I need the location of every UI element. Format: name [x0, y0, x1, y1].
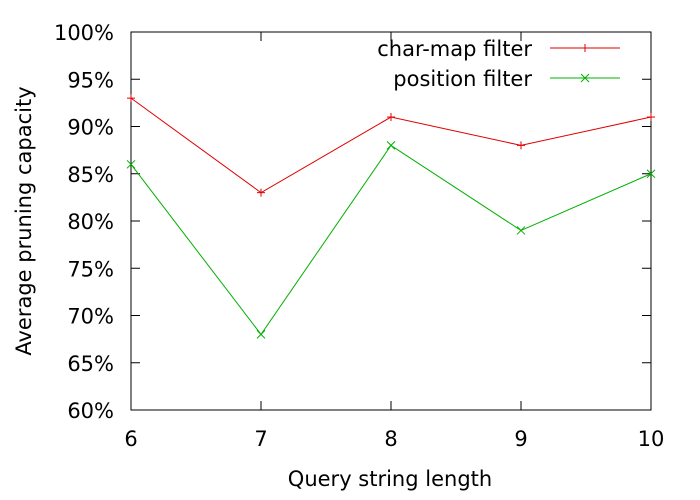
data-point-position [516, 226, 526, 235]
data-point-position [646, 169, 656, 179]
x-tick-label: 10 [638, 427, 665, 451]
data-point-char-map [127, 94, 135, 103]
series-line-position [130, 144, 652, 336]
data-point-char-map [257, 188, 265, 197]
legend-marker-position [580, 73, 590, 83]
y-tick-label: 90% [67, 116, 114, 140]
x-tick-label: 7 [254, 427, 267, 451]
y-tick-label: 95% [67, 68, 114, 92]
data-point-char-map [387, 113, 395, 122]
y-tick-label: 70% [67, 305, 114, 329]
marker-stroke [580, 73, 590, 83]
data-point-position [386, 141, 396, 150]
x-tick-label: 8 [384, 427, 397, 451]
axis-ticks: 60% 65% 70% 75% 80% 85% 90% 95% 100% 6 7 8 9 10 [54, 21, 664, 451]
marker-stroke [516, 226, 526, 235]
y-tick-label: 100% [54, 21, 114, 45]
y-axis-title: Average pruning capacity [12, 86, 36, 355]
x-tick-label: 6 [124, 427, 137, 451]
legend-label-char-map: char-map filter [377, 37, 532, 61]
x-axis-title: Query string length [288, 467, 492, 491]
plot-frame [130, 31, 652, 411]
data-point-char-map [517, 141, 525, 150]
y-tick-label: 80% [67, 210, 114, 234]
marker-stroke [126, 159, 136, 169]
y-tick-label: 85% [67, 163, 114, 187]
legend: char-map filter position filter [377, 37, 620, 91]
data-point-position [126, 159, 136, 169]
legend-marker-char-map [581, 44, 589, 52]
marker-stroke [256, 330, 266, 339]
data-point-char-map [647, 113, 655, 122]
marker-stroke [386, 141, 396, 150]
x-tick-label: 9 [514, 427, 527, 451]
data-point-position [256, 330, 266, 339]
y-tick-label: 65% [67, 352, 114, 376]
series-layer [126, 94, 656, 339]
y-tick-label: 75% [67, 257, 114, 281]
y-tick-label: 60% [67, 399, 114, 423]
legend-label-position: position filter [393, 67, 532, 91]
marker-stroke [646, 169, 656, 179]
